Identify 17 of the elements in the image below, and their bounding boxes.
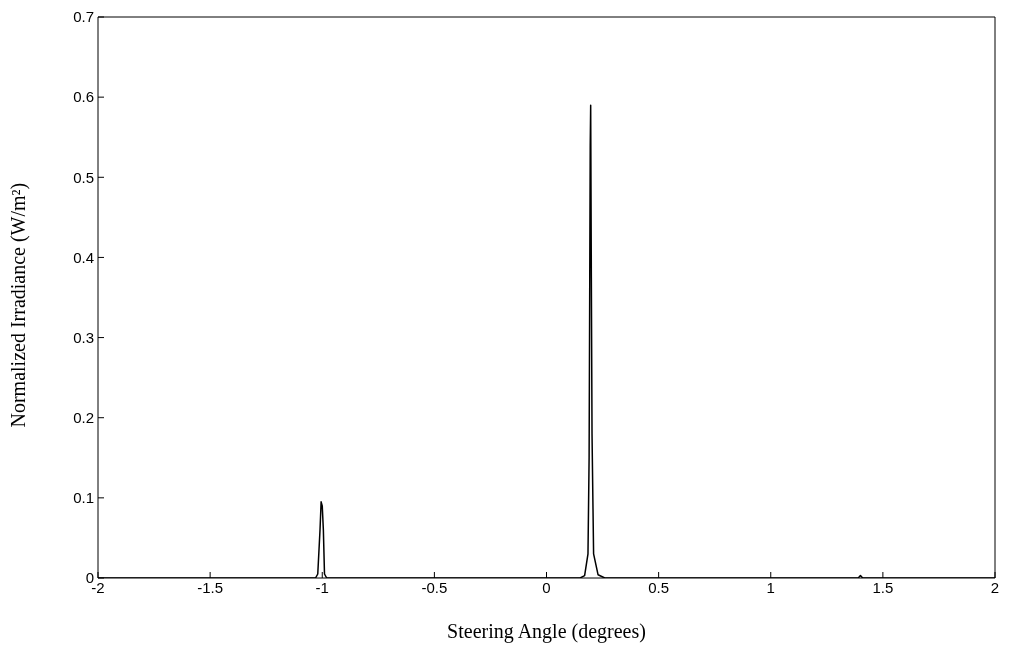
x-tick-label: 2 (990, 578, 1000, 596)
y-axis-title: Normalized Irradiance (W/m²) (7, 182, 31, 428)
y-tick-label: 0.5 (73, 168, 94, 186)
y-tick-label: 0.3 (73, 328, 94, 346)
x-tick-label: -1 (315, 578, 329, 596)
x-tick-label: -1.5 (197, 578, 224, 596)
x-tick-label: -0.5 (421, 578, 448, 596)
x-tick-label: 0 (542, 578, 551, 596)
y-tick-label: 0.1 (73, 489, 94, 507)
y-tick-label: 0.6 (73, 88, 94, 106)
x-tick-label: 1 (766, 578, 775, 596)
x-axis-title: Steering Angle (degrees) (447, 620, 646, 643)
x-tick-label: 0.5 (648, 578, 670, 596)
y-tick-label: 0.7 (73, 8, 94, 26)
x-tick-label: 1.5 (872, 578, 894, 596)
y-tick-label: 0.4 (73, 248, 94, 266)
y-tick-label: 0.2 (73, 409, 94, 427)
